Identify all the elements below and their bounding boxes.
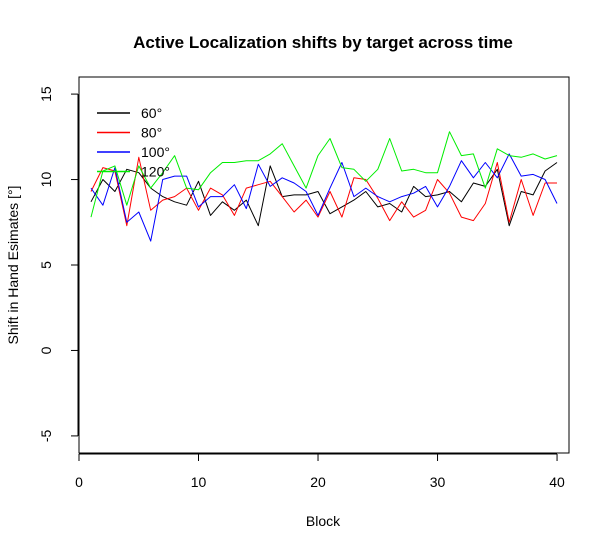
y-axis-label: Shift in Hand Esimates [°] — [5, 186, 21, 345]
y-tick-label: 15 — [38, 86, 54, 102]
x-axis-label: Block — [306, 513, 341, 529]
x-axis: 0 10 20 30 40 — [75, 453, 565, 490]
chart-title: Active Localization shifts by target acr… — [133, 33, 513, 52]
y-tick-label: 0 — [38, 346, 54, 354]
x-tick-label: 30 — [430, 474, 446, 490]
x-tick-label: 10 — [191, 474, 207, 490]
legend-label: 100° — [141, 144, 170, 160]
x-tick-label: 40 — [549, 474, 565, 490]
series-layer — [90, 131, 558, 242]
y-axis: -5 0 5 10 15 — [38, 86, 79, 442]
legend-label: 80° — [141, 125, 162, 141]
legend-label: 120° — [141, 164, 170, 180]
series-line-4 — [90, 131, 558, 218]
plot-frame — [78, 76, 570, 454]
y-tick-label: 10 — [38, 172, 54, 188]
legend-label: 60° — [141, 105, 162, 121]
y-tick-label: -5 — [38, 429, 54, 442]
x-tick-label: 20 — [310, 474, 326, 490]
legend: 60° 80° 100° 120° — [97, 105, 170, 180]
y-tick-label: 5 — [38, 261, 54, 269]
x-tick-label: 0 — [75, 474, 83, 490]
series-line-2 — [90, 156, 557, 227]
